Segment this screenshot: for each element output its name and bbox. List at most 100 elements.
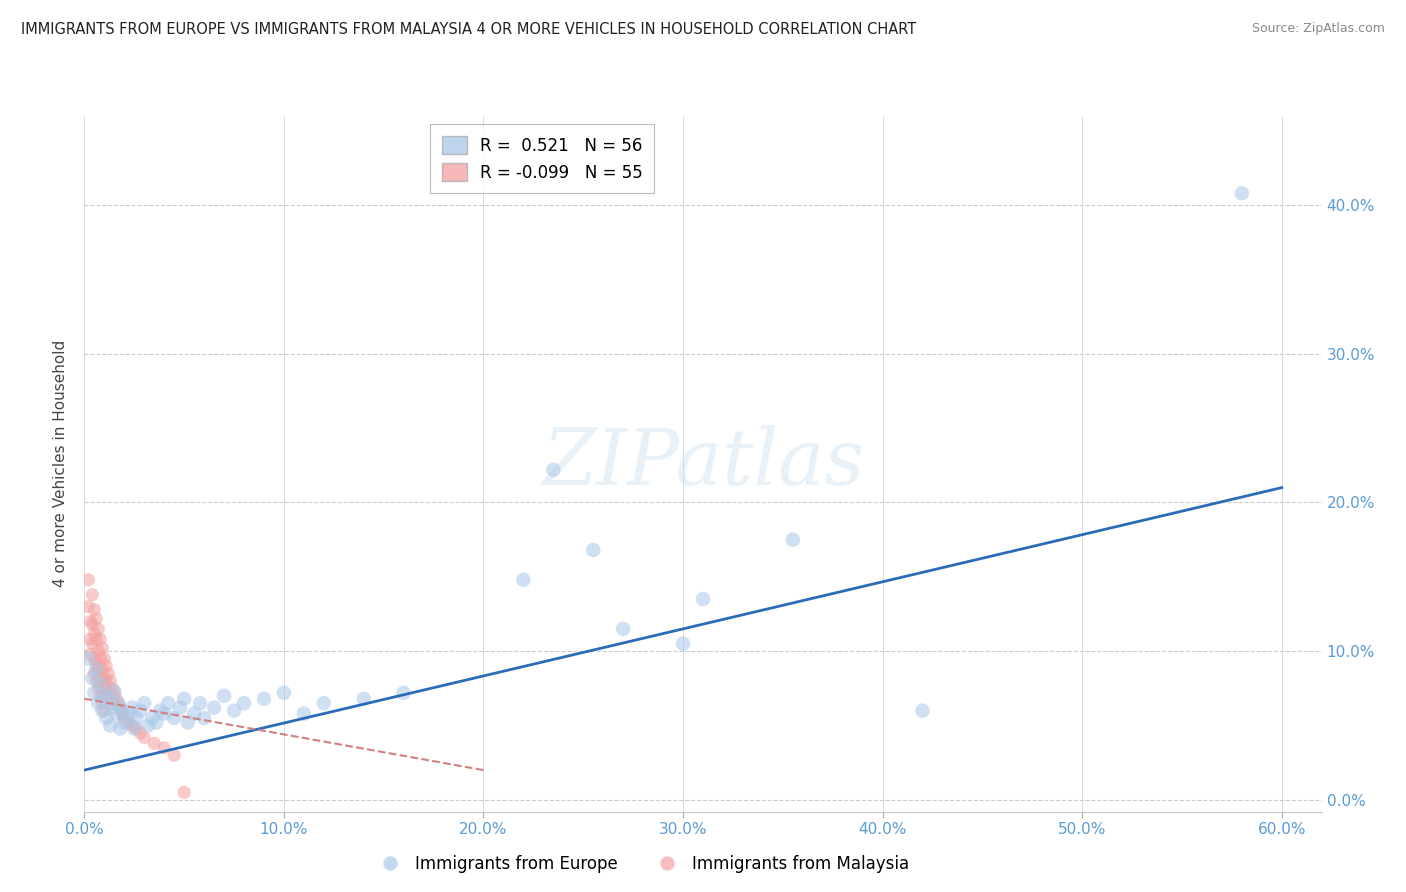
Point [91,681,114,696]
Point [87,644,110,658]
Point [273,686,295,700]
Point [134,731,156,745]
Point [129,726,152,740]
Point [97,686,120,700]
Point [157,696,180,710]
Point [105,706,128,721]
Point [96,659,118,673]
Point [82,617,104,632]
Point [103,686,125,700]
Point [83,651,105,665]
Point [98,718,121,732]
Point [89,632,111,647]
Point [87,681,110,696]
Point [82,588,104,602]
Text: Source: ZipAtlas.com: Source: ZipAtlas.com [1251,22,1385,36]
Point [111,706,134,721]
Point [353,691,375,706]
Point [107,696,129,710]
Point [173,785,195,799]
Point [122,722,145,736]
Point [134,696,156,710]
Point [87,662,110,676]
Point [121,718,143,732]
Point [312,696,335,710]
Point [87,622,110,636]
Point [136,718,159,732]
Point [93,689,115,703]
Point [101,696,124,710]
Text: IMMIGRANTS FROM EUROPE VS IMMIGRANTS FROM MALAYSIA 4 OR MORE VEHICLES IN HOUSEHO: IMMIGRANTS FROM EUROPE VS IMMIGRANTS FRO… [21,22,917,37]
Legend: Immigrants from Europe, Immigrants from Malaysia: Immigrants from Europe, Immigrants from … [366,848,917,880]
Point [101,700,124,714]
Point [89,651,111,665]
Point [125,711,148,725]
Point [173,691,195,706]
Point [86,632,108,647]
Point [612,622,634,636]
Point [163,748,186,763]
Point [97,666,120,681]
Point [512,573,534,587]
Point [79,647,101,661]
Point [202,700,225,714]
Point [86,662,108,676]
Point [112,711,135,725]
Point [117,708,139,723]
Point [169,700,191,714]
Point [153,706,176,721]
Point [110,722,132,736]
Point [193,711,215,725]
Point [692,592,714,607]
Point [87,696,110,710]
Point [91,704,114,718]
Point [79,632,101,647]
Y-axis label: 4 or more Vehicles in Household: 4 or more Vehicles in Household [53,340,69,588]
Point [392,686,415,700]
Point [86,656,108,670]
Point [110,700,132,714]
Point [93,651,115,665]
Point [125,722,148,736]
Point [107,696,129,710]
Point [292,706,315,721]
Point [672,637,695,651]
Point [98,691,121,706]
Point [129,704,152,718]
Point [233,696,256,710]
Point [253,691,276,706]
Point [141,711,163,725]
Point [111,704,134,718]
Point [86,673,108,688]
Point [77,651,100,665]
Point [153,740,176,755]
Point [83,626,105,640]
Point [86,611,108,625]
Point [97,691,120,706]
Point [911,704,934,718]
Point [83,686,105,700]
Point [91,641,114,656]
Point [93,704,115,718]
Point [149,704,172,718]
Point [77,573,100,587]
Point [101,681,124,696]
Point [112,715,135,730]
Point [96,711,118,725]
Point [222,704,245,718]
Point [782,533,804,547]
Point [143,736,166,750]
Point [89,671,111,685]
Point [212,689,235,703]
Text: ZIPatlas: ZIPatlas [541,425,865,502]
Point [93,689,115,703]
Point [77,599,100,614]
Point [93,671,115,685]
Point [145,715,167,730]
Point [103,684,125,698]
Point [82,637,104,651]
Point [188,696,211,710]
Point [83,666,105,681]
Point [79,615,101,629]
Point [96,677,118,691]
